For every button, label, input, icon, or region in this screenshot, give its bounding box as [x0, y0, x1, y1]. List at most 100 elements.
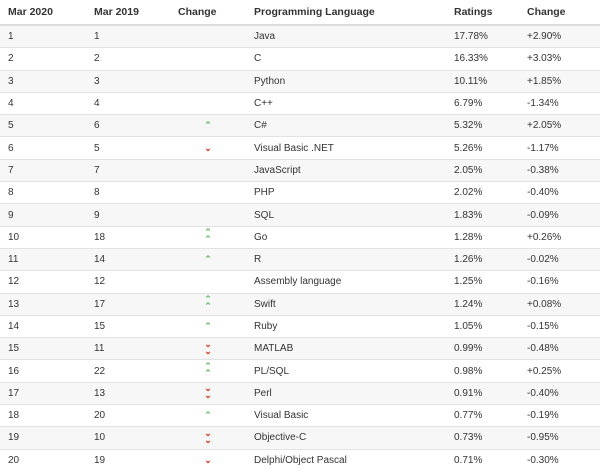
double-chevron-down-icon: ⌄ ⌄ — [204, 338, 212, 356]
rating-change: -0.19% — [519, 404, 600, 427]
rating: 5.32% — [446, 114, 519, 137]
rating-change: +0.08% — [519, 292, 600, 316]
rating: 1.83% — [446, 203, 519, 227]
language-name: R — [246, 247, 446, 271]
chevron-up-icon: ⌃ — [204, 120, 212, 131]
language-name: PL/SQL — [246, 359, 446, 383]
chevron-up-icon: ⌃ — [204, 410, 212, 421]
table-row: 1 1 Java 17.78% +2.90% — [0, 24, 600, 48]
trend-cell: ⌃ ⌃ — [170, 292, 246, 316]
rating: 17.78% — [446, 24, 519, 48]
rank-2019: 13 — [86, 381, 170, 405]
rating: 0.99% — [446, 337, 519, 360]
table-row: 20 19 ⌄ Delphi/Object Pascal 0.71% -0.30% — [0, 448, 600, 471]
trend-cell — [170, 91, 246, 115]
rank-2020: 17 — [0, 381, 86, 405]
header-language: Programming Language — [246, 0, 446, 26]
table-row: 5 6 ⌃ C# 5.32% +2.05% — [0, 114, 600, 137]
trend-cell — [170, 24, 246, 48]
trend-cell: ⌃ — [170, 114, 246, 137]
rank-2020: 15 — [0, 337, 86, 360]
rating: 2.02% — [446, 181, 519, 204]
rating: 6.79% — [446, 91, 519, 115]
language-name: Visual Basic .NET — [246, 136, 446, 160]
header-change: Change — [170, 0, 246, 26]
rank-2019: 22 — [86, 359, 170, 383]
language-name: Objective-C — [246, 426, 446, 450]
chevron-up-icon: ⌃ — [204, 321, 212, 331]
rank-2019: 19 — [86, 448, 170, 471]
table-row: 8 8 PHP 2.02% -0.40% — [0, 181, 600, 204]
header-mar-2019: Mar 2019 — [86, 0, 170, 26]
trend-cell: ⌄ ⌄ — [170, 426, 246, 450]
trend-cell — [170, 181, 246, 204]
table-row: 6 5 ⌄ Visual Basic .NET 5.26% -1.17% — [0, 136, 600, 160]
double-chevron-down-icon: ⌄ ⌄ — [204, 383, 212, 401]
rating: 0.71% — [446, 448, 519, 471]
rank-2019: 15 — [86, 314, 170, 338]
rating-change: -0.40% — [519, 381, 600, 405]
rating-change: -0.09% — [519, 203, 600, 227]
chevron-up-icon: ⌃ — [204, 254, 212, 265]
language-name: JavaScript — [246, 158, 446, 182]
language-name: Visual Basic — [246, 404, 446, 427]
rank-2020: 5 — [0, 114, 86, 137]
rank-2020: 1 — [0, 24, 86, 48]
rank-2019: 9 — [86, 203, 170, 227]
language-name: C++ — [246, 91, 446, 115]
double-chevron-down-icon: ⌄ ⌄ — [204, 427, 212, 445]
rating-change: -0.15% — [519, 314, 600, 338]
rating-change: +0.25% — [519, 359, 600, 383]
rating: 1.24% — [446, 292, 519, 316]
rating-change: +3.03% — [519, 47, 600, 71]
rank-2019: 7 — [86, 158, 170, 182]
table-row: 15 11 ⌄ ⌄ MATLAB 0.99% -0.48% — [0, 337, 600, 360]
rank-2019: 20 — [86, 404, 170, 427]
rank-2020: 10 — [0, 225, 86, 249]
table-row: 12 12 Assembly language 1.25% -0.16% — [0, 270, 600, 294]
double-chevron-up-icon: ⌃ ⌃ — [204, 227, 212, 245]
trend-cell: ⌃ ⌃ — [170, 225, 246, 249]
rating: 1.26% — [446, 247, 519, 271]
trend-cell: ⌄ — [170, 136, 246, 160]
rank-2020: 7 — [0, 158, 86, 182]
header-row: Mar 2020 Mar 2019 Change Programming Lan… — [0, 0, 600, 26]
rating: 16.33% — [446, 47, 519, 71]
language-name: Perl — [246, 381, 446, 405]
rank-2019: 10 — [86, 426, 170, 450]
trend-cell — [170, 158, 246, 182]
double-chevron-up-icon: ⌃ ⌃ — [204, 294, 212, 312]
rank-2020: 9 — [0, 203, 86, 227]
rating: 2.05% — [446, 158, 519, 182]
rating-change: -0.02% — [519, 247, 600, 271]
trend-cell: ⌄ ⌄ — [170, 381, 246, 405]
table-row: 3 3 Python 10.11% +1.85% — [0, 69, 600, 93]
language-name: PHP — [246, 181, 446, 204]
language-name: C# — [246, 114, 446, 137]
table-row: 18 20 ⌃ Visual Basic 0.77% -0.19% — [0, 404, 600, 427]
rank-2019: 14 — [86, 247, 170, 271]
table-row: 17 13 ⌄ ⌄ Perl 0.91% -0.40% — [0, 381, 600, 405]
rating: 0.73% — [446, 426, 519, 450]
rank-2020: 11 — [0, 247, 86, 271]
rank-2020: 3 — [0, 69, 86, 93]
trend-cell — [170, 270, 246, 294]
rating-change: -0.38% — [519, 158, 600, 182]
trend-cell: ⌃ ⌃ — [170, 359, 246, 383]
table-row: 7 7 JavaScript 2.05% -0.38% — [0, 158, 600, 182]
header-mar-2020: Mar 2020 — [0, 0, 86, 26]
language-name: Assembly language — [246, 270, 446, 294]
trend-cell — [170, 69, 246, 93]
trend-cell: ⌄ ⌄ — [170, 337, 246, 360]
rating: 0.77% — [446, 404, 519, 427]
rank-2019: 1 — [86, 24, 170, 48]
rank-2020: 6 — [0, 136, 86, 160]
language-name: Python — [246, 69, 446, 93]
trend-cell: ⌄ — [170, 448, 246, 471]
rank-2019: 17 — [86, 292, 170, 316]
trend-cell — [170, 203, 246, 227]
rating-change: +1.85% — [519, 69, 600, 93]
language-name: Ruby — [246, 314, 446, 338]
trend-cell — [170, 47, 246, 71]
